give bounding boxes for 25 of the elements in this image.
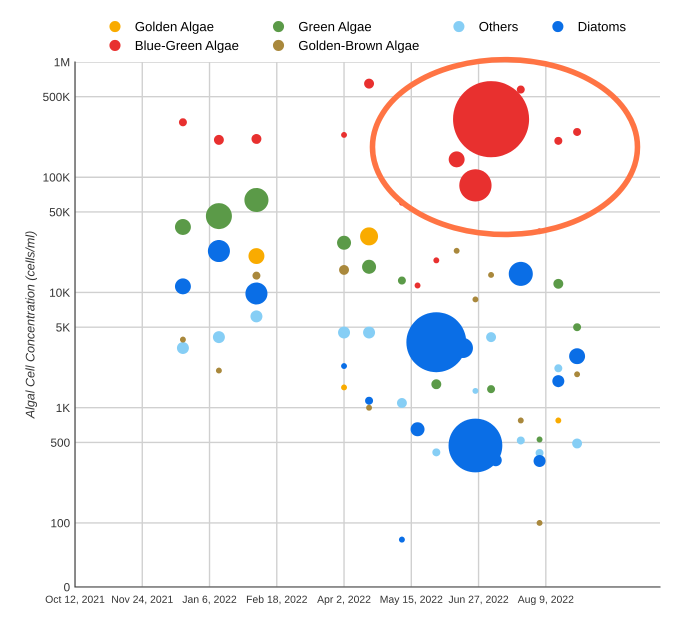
y-tick-label: 10K	[50, 288, 70, 297]
x-tick-label: Nov 24, 2021	[112, 596, 173, 604]
y-tick-label: 0	[64, 583, 70, 592]
y-tick-label: 1K	[56, 404, 70, 412]
y-tick-label: 100K	[43, 173, 70, 182]
y-tick-label: 100	[51, 519, 70, 528]
x-tick-label: Aug 9, 2022	[518, 596, 574, 606]
x-tick-label: Oct 12, 2021	[46, 596, 104, 604]
x-tick-label: May 15, 2022	[380, 596, 442, 606]
legend-label: Blue-Green Algae	[136, 40, 238, 53]
y-axis-title: Algal Cell Concentration (cells/ml)	[25, 231, 38, 419]
y-tick-label: 500K	[43, 92, 70, 102]
y-tick-label: 1M	[54, 58, 70, 66]
legend-label: Diatoms	[578, 22, 626, 32]
y-tick-label: 50K	[50, 208, 70, 216]
legend-label: Green Algae	[298, 22, 372, 34]
x-tick-label: Feb 18, 2022	[246, 595, 307, 604]
x-tick-label: Jun 27, 2022	[448, 596, 508, 604]
legend-label: Others	[479, 22, 518, 32]
legend-label: Golden-Brown Algae	[298, 40, 419, 53]
y-tick-label: 5K	[56, 323, 70, 332]
x-tick-label: Apr 2, 2022	[317, 596, 370, 606]
y-tick-label: 500	[50, 438, 70, 447]
x-tick-label: Jan 6, 2022	[182, 596, 236, 604]
legend-label: Golden Algae	[135, 22, 214, 34]
